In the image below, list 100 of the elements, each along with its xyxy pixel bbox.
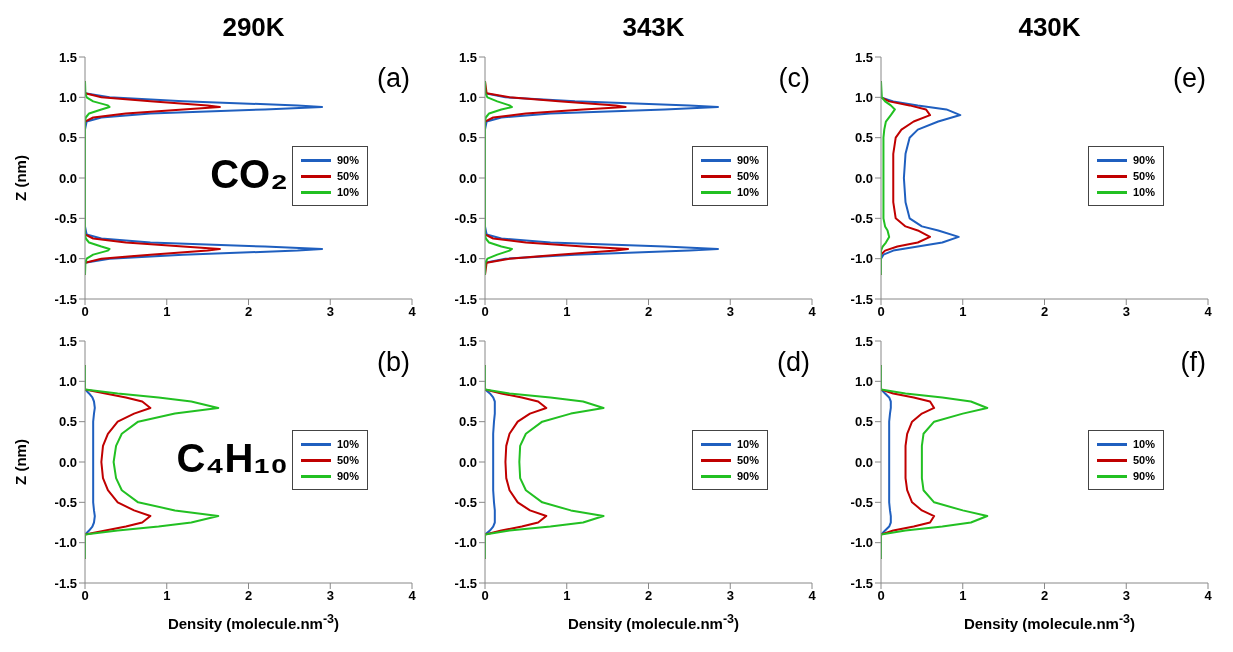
- legend-label: 90%: [737, 154, 760, 166]
- x-tick-label: 0: [81, 588, 89, 604]
- y-tick-label: -1.0: [454, 535, 477, 551]
- x-axis-title: Density (molecule.nm$^{-3}$): [962, 612, 1137, 632]
- legend-label: 50%: [337, 454, 360, 466]
- y-tick-label: -0.5: [850, 494, 873, 510]
- x-axis-title: Density (molecule.nm$^{-3}$): [166, 612, 341, 632]
- y-tick-label: -1.0: [850, 251, 873, 267]
- x-tick-label: 1: [563, 304, 571, 320]
- y-tick-label: 1.5: [458, 333, 477, 349]
- y-tick-label: -1.0: [850, 535, 873, 551]
- y-tick-label: 0.0: [854, 170, 873, 186]
- x-tick-label: 1: [163, 304, 171, 320]
- y-tick-label: 0.0: [854, 454, 873, 470]
- y-tick-label: -0.5: [54, 210, 77, 226]
- chart-title: 343K: [621, 12, 686, 43]
- chart-title: 430K: [1017, 12, 1082, 43]
- y-tick-label: 0.5: [58, 130, 77, 146]
- y-tick-label: -0.5: [454, 494, 477, 510]
- x-tick-label: 2: [244, 304, 253, 320]
- y-tick-label: 0.5: [458, 130, 477, 146]
- y-tick-label: 1.5: [58, 49, 77, 65]
- y-tick-label: 1.0: [458, 89, 477, 105]
- legend-label: 90%: [337, 470, 360, 482]
- y-tick-label: -1.0: [454, 251, 477, 267]
- y-tick-label: 1.0: [58, 89, 77, 105]
- x-tick-label: 4: [1204, 588, 1213, 604]
- legend-label: 50%: [737, 170, 760, 182]
- legend-label: 50%: [1133, 170, 1156, 182]
- y-tick-label: 1.5: [854, 49, 873, 65]
- y-tick-label: 1.5: [458, 49, 477, 65]
- y-tick-label: -1.5: [54, 575, 77, 591]
- x-tick-label: 1: [563, 588, 571, 604]
- y-tick-label: -1.5: [454, 291, 477, 307]
- y-tick-label: 1.5: [854, 333, 873, 349]
- x-tick-label: 2: [644, 588, 653, 604]
- x-tick-label: 2: [644, 304, 653, 320]
- annotation: (f): [1180, 347, 1206, 378]
- y-tick-label: 1.0: [58, 373, 77, 389]
- legend-label: 90%: [337, 154, 360, 166]
- x-tick-label: 0: [481, 304, 489, 320]
- annotation: CO₂: [210, 152, 288, 197]
- x-tick-label: 1: [959, 304, 967, 320]
- y-tick-label: -1.5: [850, 575, 873, 591]
- x-tick-label: 3: [726, 304, 734, 320]
- legend-label: 50%: [337, 170, 360, 182]
- x-tick-label: 2: [244, 588, 253, 604]
- x-tick-label: 4: [1204, 304, 1213, 320]
- y-tick-label: 1.0: [854, 89, 873, 105]
- legend-label: 90%: [1133, 154, 1156, 166]
- y-tick-label: -1.5: [454, 575, 477, 591]
- y-tick-label: -0.5: [850, 210, 873, 226]
- x-tick-label: 0: [877, 304, 885, 320]
- x-tick-label: 3: [1122, 588, 1130, 604]
- annotation: (a): [377, 63, 410, 94]
- y-tick-label: 0.5: [458, 414, 477, 430]
- y-tick-label: 0.5: [58, 414, 77, 430]
- y-tick-label: 0.0: [458, 454, 477, 470]
- chart-title: 290K: [221, 12, 286, 43]
- annotation: (d): [777, 347, 810, 378]
- legend-label: 10%: [737, 186, 760, 198]
- x-tick-label: 2: [1040, 304, 1049, 320]
- legend-label: 90%: [1133, 470, 1156, 482]
- y-tick-label: 0.0: [58, 454, 77, 470]
- y-tick-label: -0.5: [454, 210, 477, 226]
- annotation: (e): [1173, 63, 1206, 94]
- legend-label: 90%: [737, 470, 760, 482]
- y-axis-title: Z (nm): [11, 439, 29, 485]
- legend-label: 50%: [737, 454, 760, 466]
- y-tick-label: 0.5: [854, 414, 873, 430]
- x-tick-label: 4: [408, 304, 417, 320]
- y-tick-label: -1.5: [54, 291, 77, 307]
- y-tick-label: 0.0: [458, 170, 477, 186]
- x-tick-label: 3: [1122, 304, 1130, 320]
- y-tick-label: 1.5: [58, 333, 77, 349]
- legend-label: 10%: [1133, 186, 1156, 198]
- annotation: C₄H₁₀: [176, 436, 288, 481]
- legend-label: 10%: [1133, 438, 1156, 450]
- y-tick-label: 1.0: [458, 373, 477, 389]
- x-tick-label: 0: [81, 304, 89, 320]
- x-tick-label: 4: [808, 304, 817, 320]
- y-tick-label: 0.5: [854, 130, 873, 146]
- y-tick-label: -1.5: [850, 291, 873, 307]
- legend-label: 50%: [1133, 454, 1156, 466]
- annotation: (b): [377, 347, 410, 378]
- y-axis-title: Z (nm): [11, 155, 29, 201]
- y-tick-label: -1.0: [54, 535, 77, 551]
- x-axis-title: Density (molecule.nm$^{-3}$): [566, 612, 741, 632]
- annotation: (c): [778, 63, 810, 94]
- x-tick-label: 4: [408, 588, 417, 604]
- y-tick-label: -1.0: [54, 251, 77, 267]
- x-tick-label: 0: [481, 588, 489, 604]
- x-tick-label: 4: [808, 588, 817, 604]
- legend-label: 10%: [337, 186, 360, 198]
- x-tick-label: 1: [163, 588, 171, 604]
- x-tick-label: 3: [326, 304, 334, 320]
- x-tick-label: 2: [1040, 588, 1049, 604]
- x-tick-label: 3: [326, 588, 334, 604]
- y-tick-label: 0.0: [58, 170, 77, 186]
- x-tick-label: 3: [726, 588, 734, 604]
